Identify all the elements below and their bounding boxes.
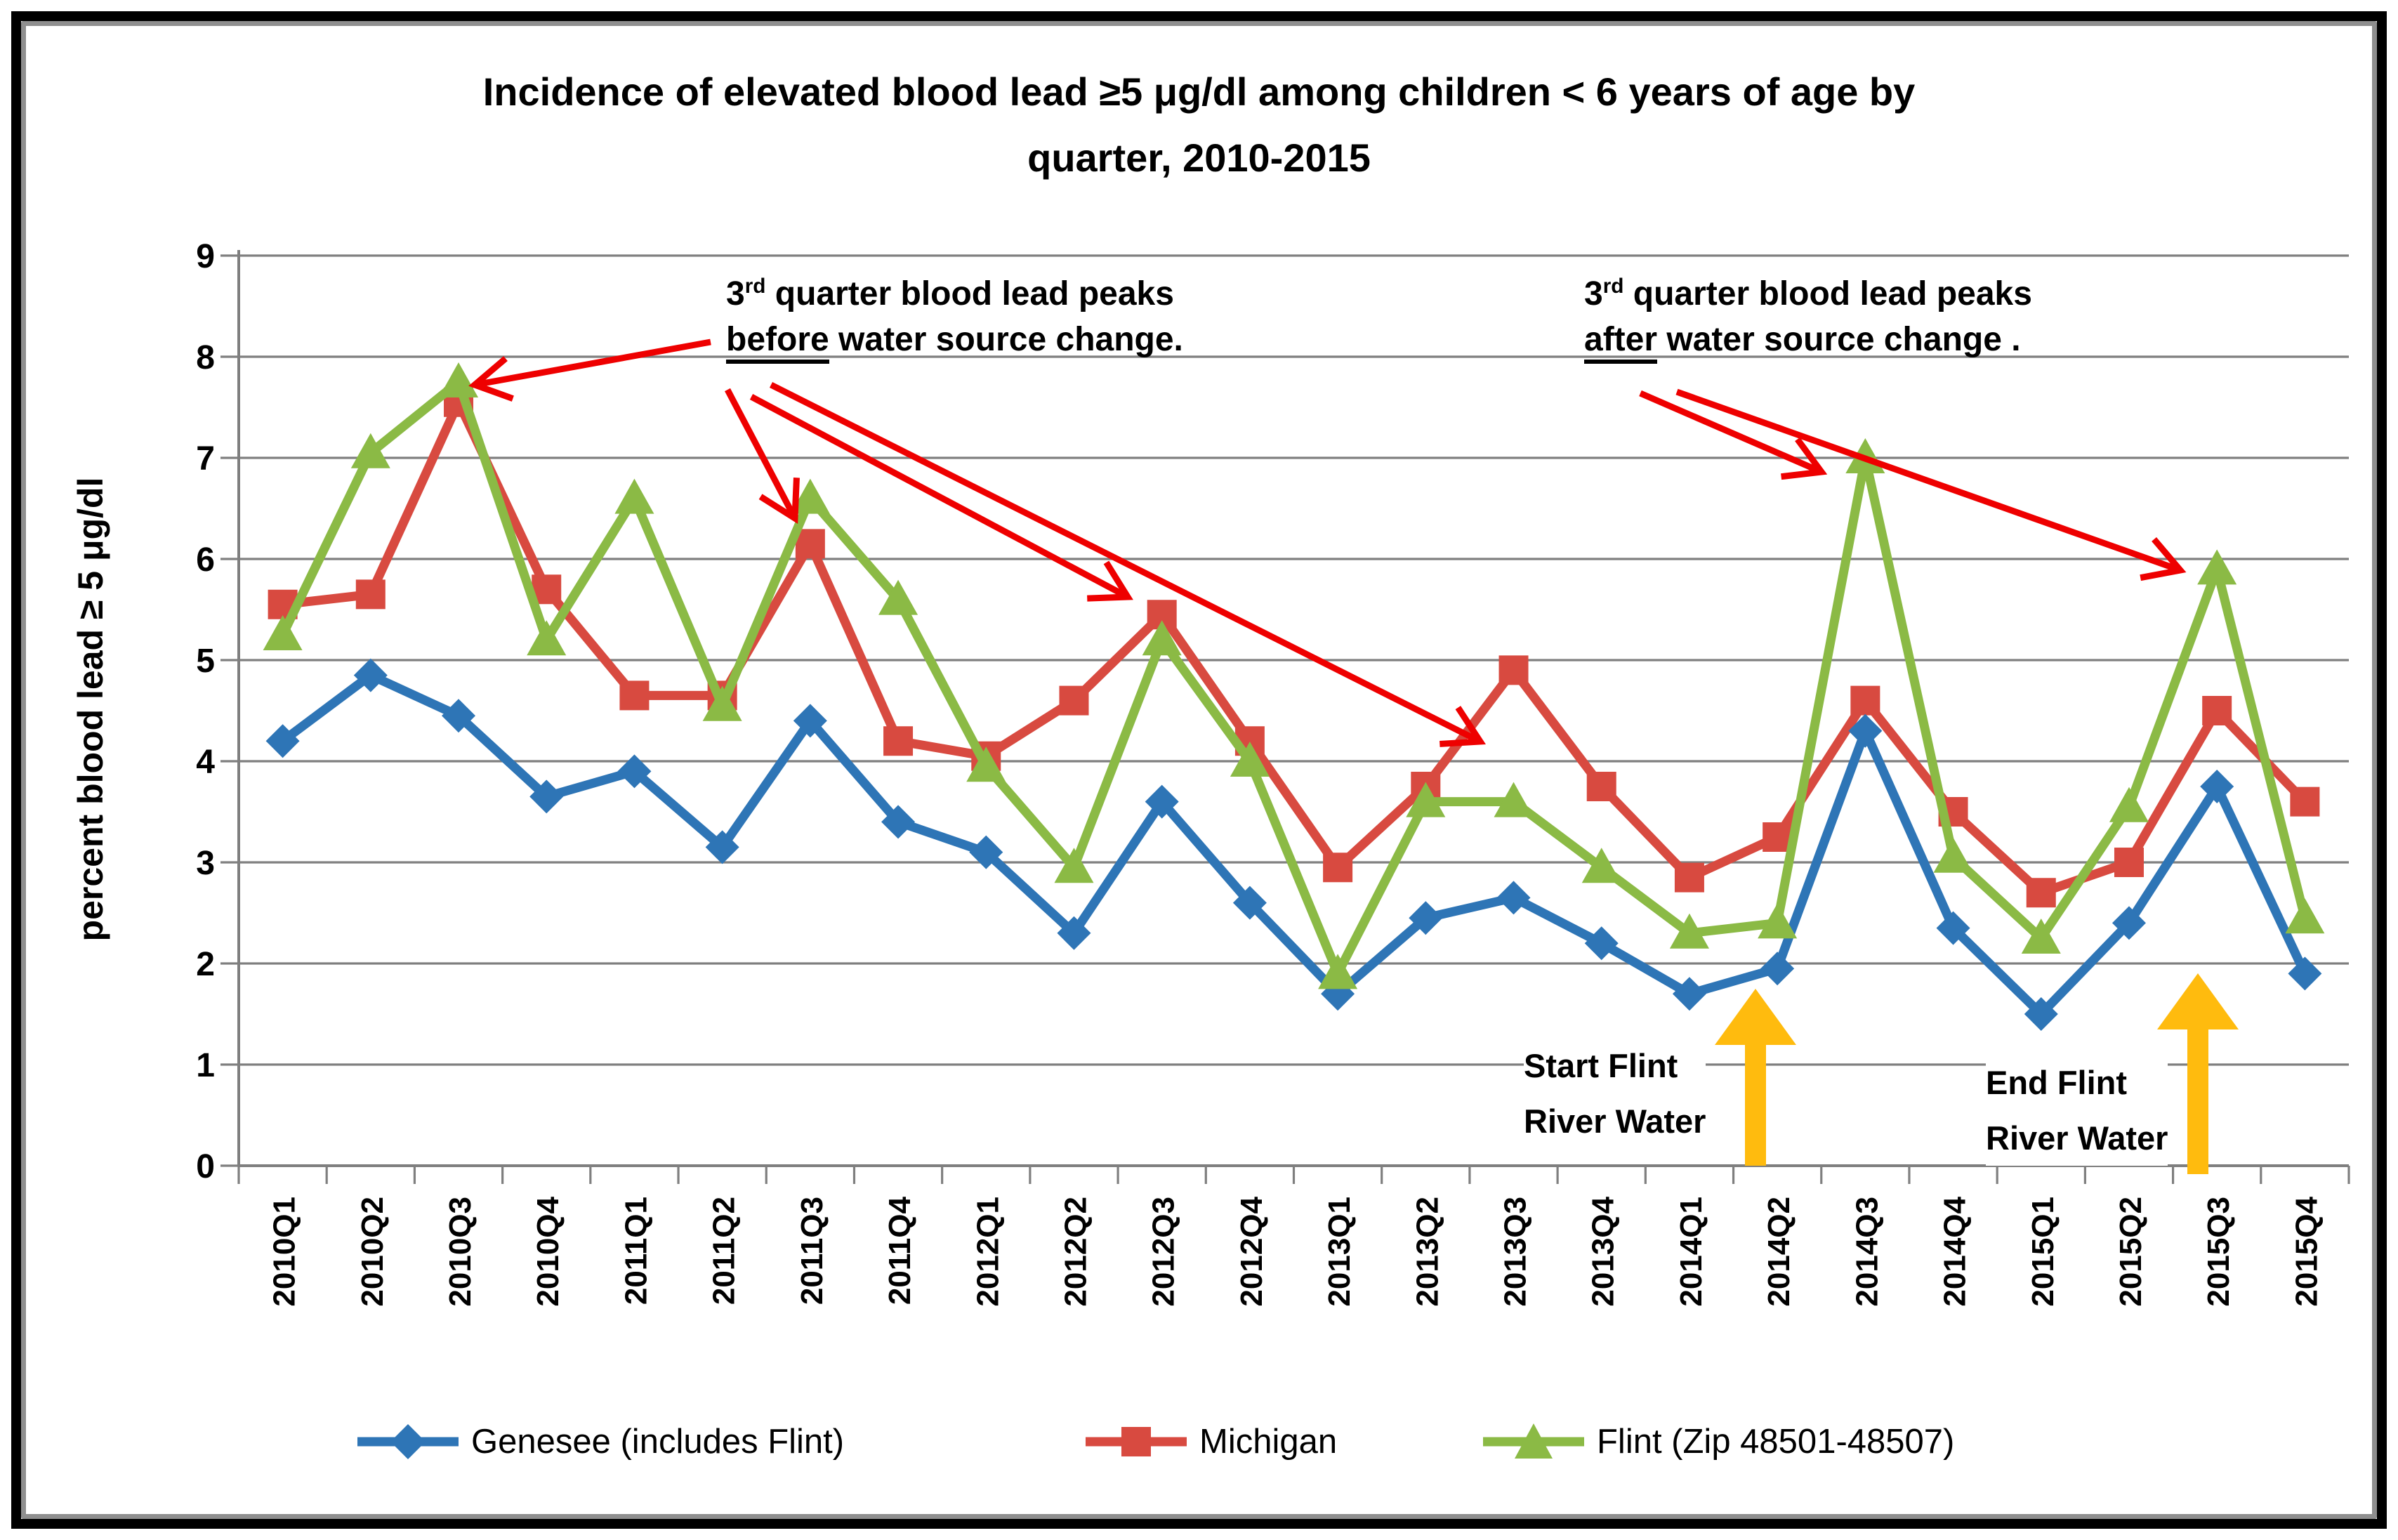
inner-frame <box>21 21 2377 1519</box>
series-flint-zip-48501-48507- <box>263 362 2325 989</box>
svg-text:2012Q2: 2012Q2 <box>1058 1197 1093 1307</box>
svg-text:2014Q2: 2014Q2 <box>1762 1197 1796 1307</box>
svg-text:2014Q1: 2014Q1 <box>1674 1197 1708 1307</box>
end-flint-river-water-label: End Flint River Water <box>1986 1055 2168 1166</box>
y-axis-title: percent blood lead ≥ 5 μg/dl <box>71 478 110 942</box>
svg-text:7: 7 <box>196 440 215 478</box>
svg-text:2013Q1: 2013Q1 <box>1322 1197 1357 1307</box>
svg-text:1: 1 <box>196 1047 215 1084</box>
svg-text:2012Q4: 2012Q4 <box>1234 1196 1269 1306</box>
annotation-before-line2: before water source change. <box>726 317 1183 364</box>
svg-text:2014Q3: 2014Q3 <box>1850 1197 1884 1307</box>
svg-text:2014Q4: 2014Q4 <box>1938 1196 1972 1306</box>
svg-text:2: 2 <box>196 946 215 983</box>
annotation-before-line1: 3rd quarter blood lead peaks <box>726 275 1174 312</box>
series-genesee-includes-flint- <box>265 658 2322 1031</box>
genesee-line-diamond-icon <box>357 1424 459 1459</box>
svg-text:2012Q3: 2012Q3 <box>1147 1197 1181 1307</box>
annotation-after-line1: 3rd quarter blood lead peaks <box>1584 275 2032 312</box>
svg-text:4: 4 <box>196 744 215 781</box>
annotation-after-line2: after water source change . <box>1584 317 2032 364</box>
gridlines <box>239 254 2349 1167</box>
svg-text:0: 0 <box>196 1148 215 1185</box>
michigan-line-square-icon <box>1086 1427 1187 1456</box>
svg-text:2015Q3: 2015Q3 <box>2201 1197 2236 1307</box>
chart-title-line1: Incidence of elevated blood lead ≥5 μg/d… <box>482 70 1916 114</box>
start-flint-river-water-label: Start Flint River Water <box>1524 1038 1706 1149</box>
water-switch-arrows <box>1715 973 2239 1174</box>
svg-text:8: 8 <box>196 339 215 376</box>
orange-up-arrow <box>1715 989 1796 1166</box>
annotation-after-peaks: 3rd quarter blood lead peaks after water… <box>1584 271 2032 364</box>
svg-text:2011Q4: 2011Q4 <box>883 1196 917 1305</box>
svg-text:2012Q1: 2012Q1 <box>970 1197 1005 1307</box>
orange-up-arrow <box>2157 973 2239 1174</box>
y-axis-tick-labels: 0 1 2 3 4 5 6 7 8 9 <box>196 238 215 1185</box>
legend-item-genesee: Genesee (includes Flint) <box>355 1417 844 1466</box>
legend-label-michigan: Michigan <box>1199 1423 1338 1461</box>
chart-title: Incidence of elevated blood lead ≥5 μg/d… <box>0 59 2398 191</box>
red-annotation-arrows <box>468 338 2187 747</box>
svg-text:2015Q1: 2015Q1 <box>2026 1197 2060 1307</box>
svg-text:5: 5 <box>196 643 215 680</box>
svg-text:2010Q1: 2010Q1 <box>268 1197 302 1307</box>
svg-text:6: 6 <box>196 541 215 579</box>
annotation-before-peaks: 3rd quarter blood lead peaks before wate… <box>726 271 1183 364</box>
legend-label-flint: Flint (Zip 48501-48507) <box>1597 1423 1955 1461</box>
svg-text:2010Q3: 2010Q3 <box>443 1197 477 1307</box>
svg-text:3: 3 <box>196 845 215 882</box>
legend-label-genesee: Genesee (includes Flint) <box>471 1423 845 1461</box>
legend-item-michigan: Michigan <box>1083 1417 1337 1466</box>
axes <box>220 250 2350 1184</box>
svg-text:2010Q2: 2010Q2 <box>355 1197 390 1307</box>
chart-title-line2: quarter, 2010-2015 <box>1027 136 1371 180</box>
svg-text:2013Q2: 2013Q2 <box>1410 1197 1444 1307</box>
flint-line-triangle-icon <box>1483 1423 1584 1459</box>
svg-text:9: 9 <box>196 238 215 275</box>
x-axis-tick-labels: 2010Q1 2010Q2 2010Q3 2010Q4 2011Q1 2011Q2 2011… <box>268 1196 2324 1306</box>
svg-text:2013Q3: 2013Q3 <box>1498 1197 1533 1307</box>
svg-text:2010Q4: 2010Q4 <box>531 1196 565 1306</box>
legend-item-flint: Flint (Zip 48501-48507) <box>1480 1417 1954 1466</box>
svg-text:2013Q4: 2013Q4 <box>1586 1196 1621 1306</box>
svg-text:2015Q2: 2015Q2 <box>2114 1197 2148 1307</box>
svg-text:2011Q1: 2011Q1 <box>619 1197 653 1305</box>
outer-frame <box>11 11 2387 1529</box>
svg-text:2011Q2: 2011Q2 <box>707 1197 742 1305</box>
svg-text:2011Q3: 2011Q3 <box>795 1197 829 1305</box>
svg-text:2015Q4: 2015Q4 <box>2289 1196 2324 1306</box>
